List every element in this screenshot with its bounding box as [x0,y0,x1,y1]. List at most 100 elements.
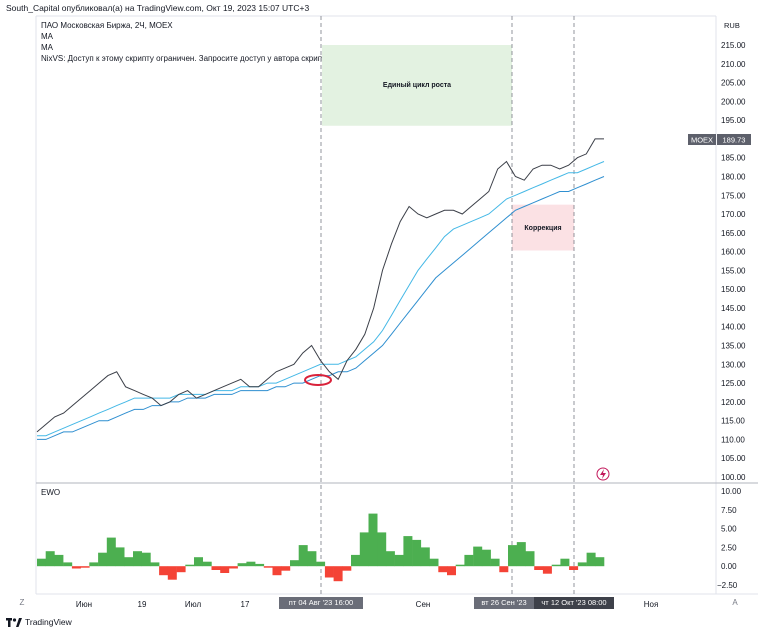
ewo-bar [595,557,605,567]
ewo-bar [412,539,422,567]
y-tick-label: 145.00 [721,304,746,313]
time-marker-1: пт 04 Авг '23 16:00 [279,597,363,609]
y-tick-label: 160.00 [721,248,746,257]
ewo-bar [263,566,273,568]
tradingview-logo[interactable]: TradingView [6,617,72,627]
currency-label: RUB [724,21,740,30]
ewo-tick-label: −2.50 [717,581,738,590]
ewo-bar [525,551,535,567]
lightning-icon[interactable] [596,467,610,481]
brand-name: TradingView [25,617,72,627]
y-tick-label: 185.00 [721,154,746,163]
y-tick-label: 200.00 [721,97,746,106]
ewo-bar [45,551,55,567]
correction-label: Коррекция [524,224,562,232]
ewo-bar [228,566,238,569]
script-notice: NixVS: Доступ к этому скрипту ограничен.… [41,54,333,63]
y-tick-label: 170.00 [721,210,746,219]
y-tick-label: 135.00 [721,342,746,351]
y-tick-label: 120.00 [721,398,746,407]
ma2-legend[interactable]: MA [41,43,53,52]
ewo-bar [220,566,230,573]
x-tick-label: Июл [185,600,202,609]
ewo-bar [324,566,334,578]
ewo-bar [71,566,81,569]
ewo-bar [577,562,587,567]
price-tag: MOEX 189.73 [688,134,751,145]
x-tick-label: Сен [416,600,431,609]
ewo-bar [403,536,413,567]
y-tick-label: 165.00 [721,229,746,238]
ewo-bar [368,513,378,567]
growth-cycle-label: Единый цикл роста [382,81,452,89]
ewo-bar [569,566,579,570]
ewo-title: EWO [41,488,61,497]
y-tick-label: 115.00 [721,417,745,426]
ewo-bar [37,558,46,567]
ewo-bar [473,546,483,567]
ewo-bar [89,562,99,567]
ewo-bar [516,542,526,567]
x-tick-label: Июн [76,600,92,609]
y-tick-label: 150.00 [721,285,746,294]
ewo-bar [272,566,282,576]
ewo-bar [194,557,203,567]
ewo-bar [281,566,291,571]
ewo-bar [359,532,369,567]
ewo-bar [202,561,212,567]
ewo-bar [185,564,195,567]
ewo-bar [377,532,387,567]
y-tick-label: 195.00 [721,116,746,125]
y-tick-label: 130.00 [721,360,746,369]
z-button[interactable]: Z [19,598,25,607]
y-tick-label: 110.00 [721,435,745,444]
ewo-bar [255,563,265,567]
ewo-tick-label: 2.50 [721,543,737,552]
ma1-legend[interactable]: MA [41,32,53,41]
ewo-bar [167,566,177,580]
ewo-bar [586,552,596,567]
ewo-bar [290,560,299,567]
a-button[interactable]: A [732,598,738,607]
ewo-bar [429,558,439,567]
ewo-bar [98,552,108,567]
chart-title: ПАО Московская Биржа, 2Ч, MOEX [41,21,173,30]
ewo-bar [481,549,491,567]
ewo-bar [534,566,544,570]
ewo-bar [351,554,360,567]
y-tick-label: 215.00 [721,41,746,50]
x-tick-label: 17 [241,600,250,609]
time-marker-3: чт 12 Окт '23 08:00 [534,597,614,609]
ewo-bar [106,537,116,567]
ewo-bar [133,551,142,567]
ewo-bar [420,547,430,567]
ewo-bar [211,566,221,570]
ewo-bar [447,566,456,576]
ewo-tick-label: 7.50 [721,506,737,515]
ewo-bar [499,566,509,573]
ewo-bar [551,564,561,567]
ewo-bar [80,566,90,568]
ewo-bar [115,547,125,567]
ewo-bar [298,545,308,567]
y-tick-label: 180.00 [721,172,746,181]
ewo-bar [438,566,448,573]
ewo-bar [141,552,151,567]
y-tick-label: 155.00 [721,266,746,275]
ewo-bar [560,558,570,567]
y-tick-label: 105.00 [721,454,746,463]
ewo-bar [150,562,160,567]
price-series-line [36,138,604,433]
ewo-bar [542,566,552,574]
ewo-bar [333,566,343,582]
ewo-tick-label: 5.00 [721,525,737,534]
ewo-bar [124,557,134,567]
ewo-bar [385,551,395,567]
ewo-bar [464,554,474,567]
ewo-bar [63,562,73,567]
ewo-bar [394,554,404,567]
ewo-bar [490,558,500,567]
ewo-bar [54,554,64,567]
published-by-text: South_Capital опубликовал(а) на TradingV… [6,3,310,13]
